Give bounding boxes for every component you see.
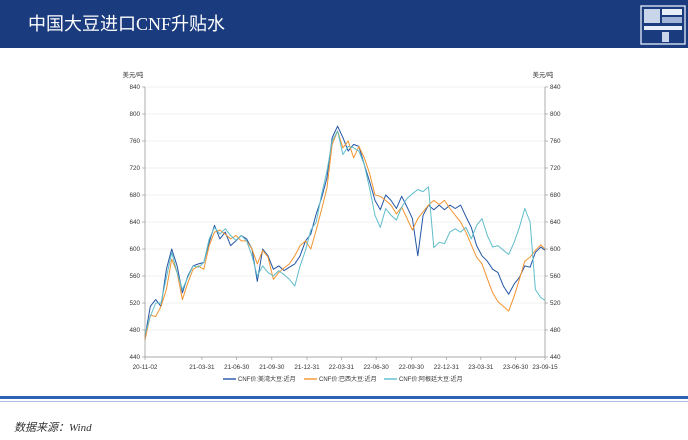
logo-shape bbox=[662, 17, 682, 23]
data-source-note: 数据来源：Wind bbox=[14, 422, 92, 434]
y-left-tick-label: 600 bbox=[129, 246, 140, 253]
company-logo-icon bbox=[640, 5, 686, 45]
footer-divider bbox=[0, 396, 688, 399]
x-tick-label: 22-03-31 bbox=[329, 364, 355, 371]
y-right-axis-unit: 美元/吨 bbox=[533, 70, 554, 79]
slide-title: 中国大豆进口CNF升贴水 bbox=[28, 14, 226, 34]
y-left-axis-unit: 美元/吨 bbox=[123, 70, 144, 79]
x-tick-label: 21-09-30 bbox=[259, 364, 285, 371]
y-right-tick-label: 680 bbox=[550, 192, 561, 199]
y-left-tick-label: 440 bbox=[129, 354, 140, 361]
footer-divider-thin bbox=[0, 401, 688, 402]
logo-shape bbox=[644, 26, 682, 30]
legend-item: CNF价:巴西大豆:近月 bbox=[304, 375, 377, 383]
y-right-tick-label: 720 bbox=[550, 165, 561, 172]
x-tick-label: 22-12-31 bbox=[434, 364, 460, 371]
chart-canvas: 440 440 480 480 520 520 560 560 600 600 640 640 680 6… bbox=[123, 70, 561, 383]
grid-lines bbox=[145, 86, 545, 331]
y-right-tick-label: 760 bbox=[550, 138, 561, 145]
us-gulf-soybean-cnf-line bbox=[144, 125, 546, 337]
y-left-tick-label: 720 bbox=[129, 165, 140, 172]
logo-shape bbox=[644, 9, 660, 23]
y-left-tick-label: 760 bbox=[129, 138, 140, 145]
legend-item: CNF价:美湾大豆:近月 bbox=[223, 375, 296, 383]
y-left-tick-label: 800 bbox=[129, 111, 140, 118]
x-tick-label: 22-06-30 bbox=[363, 364, 389, 371]
x-tick-label: 21-03-31 bbox=[189, 364, 215, 371]
header-bar: 中国大豆进口CNF升贴水 bbox=[0, 0, 688, 48]
y-right-tick-label: 520 bbox=[550, 300, 561, 307]
logo-shape bbox=[662, 9, 682, 15]
logo-shape bbox=[640, 5, 686, 45]
y-left-tick-label: 840 bbox=[129, 84, 140, 91]
x-tick-label: 23-03-31 bbox=[468, 364, 494, 371]
y-right-tick-label: 840 bbox=[550, 84, 561, 91]
y-left-tick-label: 520 bbox=[129, 300, 140, 307]
x-tick-label: 21-06-30 bbox=[224, 364, 250, 371]
brazil-soybean-cnf-line bbox=[144, 130, 546, 341]
legend-label: CNF价:阿根廷大豆:近月 bbox=[399, 375, 463, 383]
y-right-tick-label: 600 bbox=[550, 246, 561, 253]
y-left-tick-label: 640 bbox=[129, 219, 140, 226]
y-right-tick-label: 640 bbox=[550, 219, 561, 226]
legend-item: CNF价:阿根廷大豆:近月 bbox=[384, 375, 463, 383]
x-tick-label: 22-09-30 bbox=[399, 364, 425, 371]
x-tick-label: 23-06-30 bbox=[503, 364, 529, 371]
y-left-tick-label: 560 bbox=[129, 273, 140, 280]
y-right-tick-label: 800 bbox=[550, 111, 561, 118]
legend-label: CNF价:巴西大豆:近月 bbox=[319, 375, 377, 383]
y-right-tick-label: 480 bbox=[550, 327, 561, 334]
x-tick-label: 23-09-15 bbox=[532, 364, 558, 371]
chart-legend: CNF价:美湾大豆:近月 CNF价:巴西大豆:近月 CNF价:阿根廷大豆:近月 bbox=[223, 375, 463, 383]
soybean-cnf-line-chart: 440 440 480 480 520 520 560 560 600 600 640 640 680 6… bbox=[110, 62, 580, 392]
logo-shape bbox=[662, 32, 669, 42]
y-left-tick-label: 680 bbox=[129, 192, 140, 199]
argentina-soybean-cnf-line bbox=[144, 130, 546, 335]
x-tick-label: 20-11-02 bbox=[133, 364, 158, 371]
y-right-tick-label: 440 bbox=[550, 354, 561, 361]
legend-label: CNF价:美湾大豆:近月 bbox=[238, 375, 296, 383]
x-tick-label: 21-12-31 bbox=[294, 364, 320, 371]
y-right-tick-label: 560 bbox=[550, 273, 561, 280]
y-left-tick-label: 480 bbox=[129, 327, 140, 334]
